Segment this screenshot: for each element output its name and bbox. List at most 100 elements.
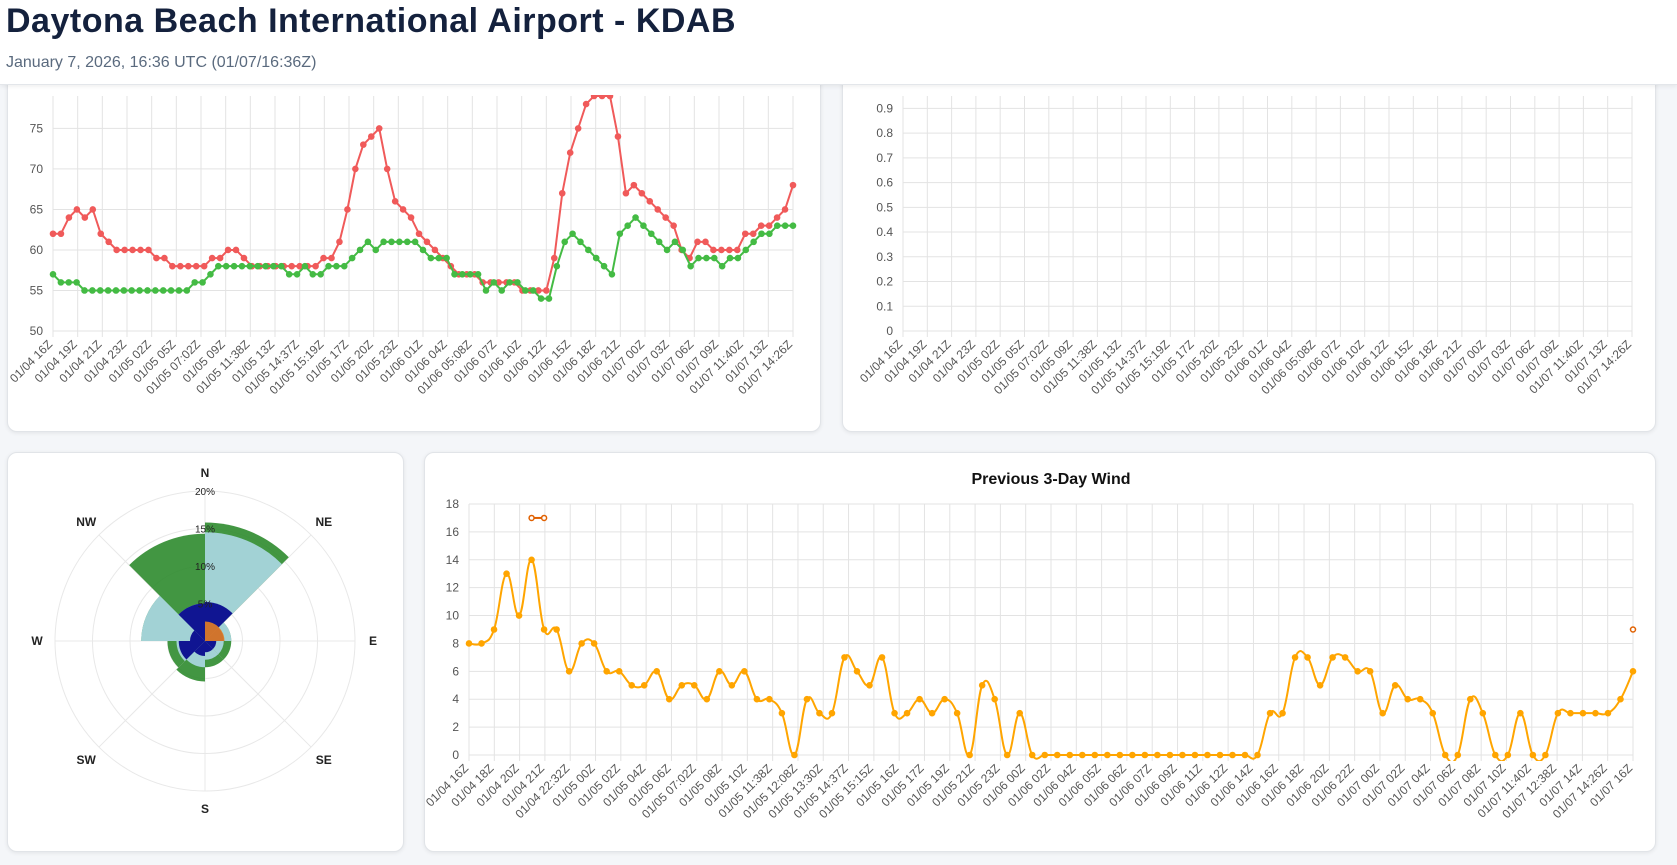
wind-speed-point — [1179, 751, 1186, 759]
y-tick-label: 65 — [30, 202, 44, 216]
y-tick-label: 18 — [446, 497, 460, 511]
wind-speed-point — [1241, 751, 1249, 759]
wind-speed-point — [1016, 709, 1024, 717]
wind-speed-point — [478, 640, 485, 647]
wind-speed-point — [1416, 695, 1424, 703]
dew-point-point — [128, 287, 136, 294]
wind-speed-point — [903, 709, 911, 717]
dew-point-point — [773, 222, 781, 229]
dew-point-point — [647, 230, 655, 238]
temperature-point — [81, 214, 89, 221]
dew-point-point — [569, 230, 576, 238]
y-tick-label: 0.3 — [876, 250, 893, 264]
y-tick-label: 16 — [446, 525, 460, 539]
dew-point-point — [585, 246, 592, 254]
temperature-point — [336, 238, 343, 246]
temperature-point — [312, 262, 319, 270]
temperature-point — [224, 246, 232, 254]
dew-point-point — [293, 270, 301, 278]
dew-point-point — [372, 246, 380, 254]
dew-point-point — [474, 270, 482, 278]
y-tick-label: 70 — [30, 162, 44, 176]
y-tick-label: 0.9 — [876, 101, 893, 115]
y-tick-label: 12 — [446, 581, 460, 595]
temperature-point — [726, 246, 733, 254]
dew-point-point — [254, 262, 261, 270]
temperature-point — [73, 206, 81, 213]
wind-speed-point — [603, 668, 610, 675]
temperature-point — [360, 141, 367, 148]
temperature-point — [582, 100, 590, 108]
wind-speed-point — [1441, 751, 1449, 759]
dew-point-point — [443, 254, 450, 262]
rose-orange-band — [205, 621, 225, 641]
y-tick-label: 0.6 — [876, 176, 893, 190]
dew-point-point — [246, 262, 254, 270]
wind-speed-point — [565, 668, 573, 675]
temperature-point — [367, 133, 375, 140]
temperature-point — [654, 206, 662, 213]
temperature-point — [702, 238, 709, 246]
y-tick-label: 10 — [446, 609, 460, 623]
wind-speed-point — [1191, 751, 1199, 759]
wind-speed-point — [1617, 695, 1624, 703]
dew-point-point — [380, 238, 387, 246]
dew-point-point — [758, 230, 765, 238]
dew-point-point — [742, 246, 750, 254]
wind-speed-point — [878, 654, 886, 661]
wind-speed-point — [653, 668, 661, 675]
temperature-point — [574, 125, 582, 132]
wind-speed-point — [1129, 751, 1136, 759]
dew-point-point — [718, 262, 726, 270]
wind-speed-point — [578, 640, 585, 647]
wind-speed-point — [766, 695, 773, 703]
dew-point-point — [309, 270, 317, 278]
dew-point-point — [356, 246, 364, 254]
temperature-point — [765, 222, 773, 229]
page-subtitle: January 7, 2026, 16:36 UTC (01/07/16:36Z… — [6, 54, 317, 71]
temperature-point — [161, 254, 168, 262]
temperature-point — [184, 262, 192, 270]
temperature-point — [320, 254, 327, 262]
dew-point-point — [435, 254, 443, 262]
wind-speed-point — [1141, 751, 1149, 759]
dew-point-point — [73, 279, 80, 286]
dew-point-point — [57, 279, 65, 286]
dew-point-point — [159, 287, 167, 294]
temperature-point — [734, 246, 741, 254]
temperature-point — [622, 189, 630, 197]
wind-speed-point — [1567, 709, 1574, 717]
wind-speed-point — [841, 654, 848, 661]
temperature-point — [97, 230, 105, 238]
dew-point-point — [333, 262, 340, 270]
dew-point-point — [152, 287, 159, 294]
temperature-point — [129, 246, 136, 254]
rose-ring-label: 15% — [195, 525, 215, 536]
temperature-point — [630, 181, 638, 189]
dew-point-point — [545, 295, 553, 302]
dew-point-point — [325, 262, 332, 270]
dew-point-point — [191, 279, 199, 286]
wind-speed-point — [528, 556, 535, 564]
dew-point-point — [167, 287, 175, 294]
y-tick-label: 50 — [30, 324, 44, 338]
wind-speed-point — [1366, 668, 1374, 675]
temperature-point — [670, 222, 677, 229]
dew-point-point — [364, 238, 372, 246]
temperature-point — [638, 189, 646, 197]
temperature-point — [415, 230, 423, 238]
dew-point-point — [734, 254, 742, 262]
rose-inner-band — [178, 603, 205, 641]
gust-point — [540, 514, 548, 522]
wind-rose-chart: 5% 10% 15% 20% N NE E SE S SW W NW — [31, 466, 377, 816]
temperature-point — [606, 95, 614, 100]
dew-point-point — [81, 287, 88, 294]
dew-point-point — [537, 295, 545, 302]
gust-point — [1629, 626, 1637, 633]
dew-point-point — [238, 262, 246, 270]
temperature-point — [550, 254, 558, 262]
dew-point-point — [663, 246, 671, 254]
dew-point-point — [553, 262, 561, 270]
rose-direction-label: E — [369, 634, 377, 648]
